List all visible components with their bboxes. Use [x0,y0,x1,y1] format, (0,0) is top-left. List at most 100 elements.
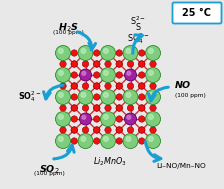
Circle shape [116,50,123,56]
Circle shape [149,70,153,75]
Circle shape [139,83,145,89]
Circle shape [60,83,66,89]
Circle shape [94,83,100,89]
Circle shape [127,115,131,119]
Circle shape [139,105,145,111]
Circle shape [58,49,63,53]
Circle shape [101,46,116,60]
Circle shape [139,127,145,133]
Circle shape [150,127,156,133]
Circle shape [101,133,116,149]
Circle shape [60,61,66,67]
Text: SO$_4^{2-}$: SO$_4^{2-}$ [17,90,41,105]
Circle shape [127,127,134,133]
Circle shape [103,49,108,53]
Circle shape [94,50,100,56]
Circle shape [126,92,131,97]
Text: S: S [136,23,141,32]
Circle shape [94,72,100,78]
Circle shape [116,127,123,133]
Circle shape [82,83,89,89]
Circle shape [71,61,78,67]
Circle shape [149,49,153,53]
Circle shape [150,105,156,111]
Circle shape [101,112,116,126]
Circle shape [78,133,93,149]
Circle shape [105,61,111,67]
Circle shape [127,105,134,111]
Circle shape [123,133,138,149]
Circle shape [146,67,161,83]
Circle shape [94,61,100,67]
Circle shape [116,83,123,89]
Circle shape [149,136,153,141]
Circle shape [71,72,78,78]
Circle shape [123,46,138,60]
Circle shape [82,61,89,67]
Circle shape [126,49,131,53]
Circle shape [71,61,78,67]
Circle shape [94,83,100,89]
Text: SO$_2$: SO$_2$ [39,163,59,176]
Circle shape [71,116,78,122]
Circle shape [71,127,78,133]
Circle shape [82,127,89,133]
Circle shape [146,112,161,126]
Circle shape [80,69,91,81]
Circle shape [81,92,86,97]
Circle shape [116,61,123,67]
Text: Li–NO/Mn–NO: Li–NO/Mn–NO [156,163,206,169]
Circle shape [105,105,111,111]
Circle shape [81,49,86,53]
Circle shape [116,138,123,144]
Circle shape [103,115,108,119]
Circle shape [105,127,111,133]
Circle shape [150,61,156,67]
Circle shape [94,105,100,111]
Circle shape [127,71,131,75]
Circle shape [82,105,89,111]
Circle shape [139,138,145,144]
Circle shape [94,94,100,100]
Text: (100 ppm): (100 ppm) [53,30,83,35]
Circle shape [139,83,145,89]
Circle shape [81,136,86,141]
Text: 25 °C: 25 °C [183,8,211,18]
Circle shape [58,70,63,75]
Circle shape [71,105,78,111]
Circle shape [126,136,131,141]
Circle shape [116,127,123,133]
Circle shape [94,105,100,111]
Circle shape [82,71,86,75]
Circle shape [58,115,63,119]
Text: Li$_2$MnO$_3$: Li$_2$MnO$_3$ [93,155,127,167]
FancyBboxPatch shape [172,2,222,23]
Circle shape [78,90,93,105]
Circle shape [139,61,145,67]
Text: (100 ppm): (100 ppm) [175,93,206,98]
Circle shape [103,70,108,75]
Circle shape [150,83,156,89]
Circle shape [58,92,63,97]
Circle shape [127,83,134,89]
Circle shape [71,138,78,144]
Circle shape [71,94,78,100]
Circle shape [125,69,136,81]
Circle shape [101,90,116,105]
Circle shape [94,116,100,122]
Circle shape [94,127,100,133]
Circle shape [71,83,78,89]
Text: SO$_4^{2-}$: SO$_4^{2-}$ [127,31,149,46]
Circle shape [56,90,71,105]
Text: NO: NO [175,81,191,90]
Circle shape [58,136,63,141]
Circle shape [139,94,145,100]
Circle shape [105,83,111,89]
Circle shape [94,61,100,67]
Circle shape [116,94,123,100]
Circle shape [116,105,123,111]
Circle shape [71,50,78,56]
Circle shape [146,90,161,105]
Circle shape [56,112,71,126]
Circle shape [139,116,145,122]
